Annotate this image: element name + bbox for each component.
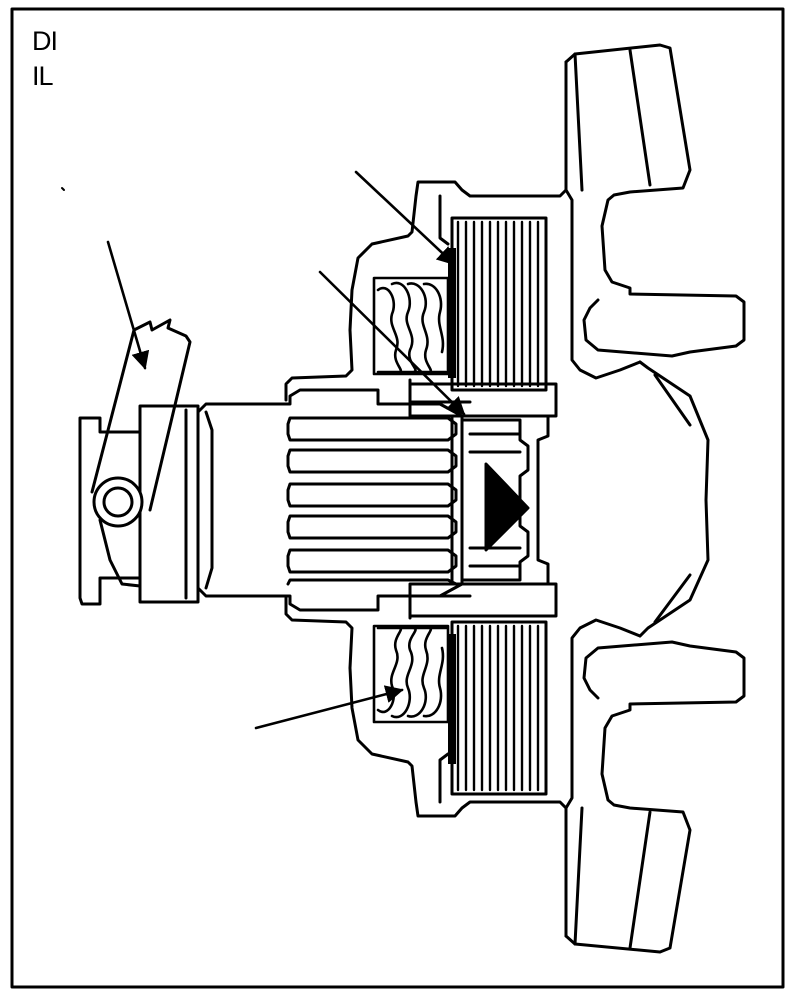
figure-border	[10, 7, 785, 989]
spring-bottom	[372, 624, 450, 724]
input-shaft	[196, 388, 464, 612]
arrow-spring	[254, 685, 404, 730]
clutch-hub	[408, 382, 558, 618]
speck-mark	[61, 187, 65, 191]
clutch-pack-bottom	[448, 620, 548, 796]
corner-label-il: IL	[32, 61, 54, 91]
arrow-hub	[318, 270, 466, 416]
arrow-fork	[106, 240, 150, 370]
pointer-arrows	[106, 170, 466, 730]
arrow-clutch-plates	[354, 170, 456, 266]
release-fork	[90, 318, 192, 588]
flywheel	[564, 43, 746, 954]
corner-label-di: DI	[32, 26, 58, 56]
clutch-pack-top	[448, 216, 548, 392]
spring-top	[372, 276, 450, 376]
